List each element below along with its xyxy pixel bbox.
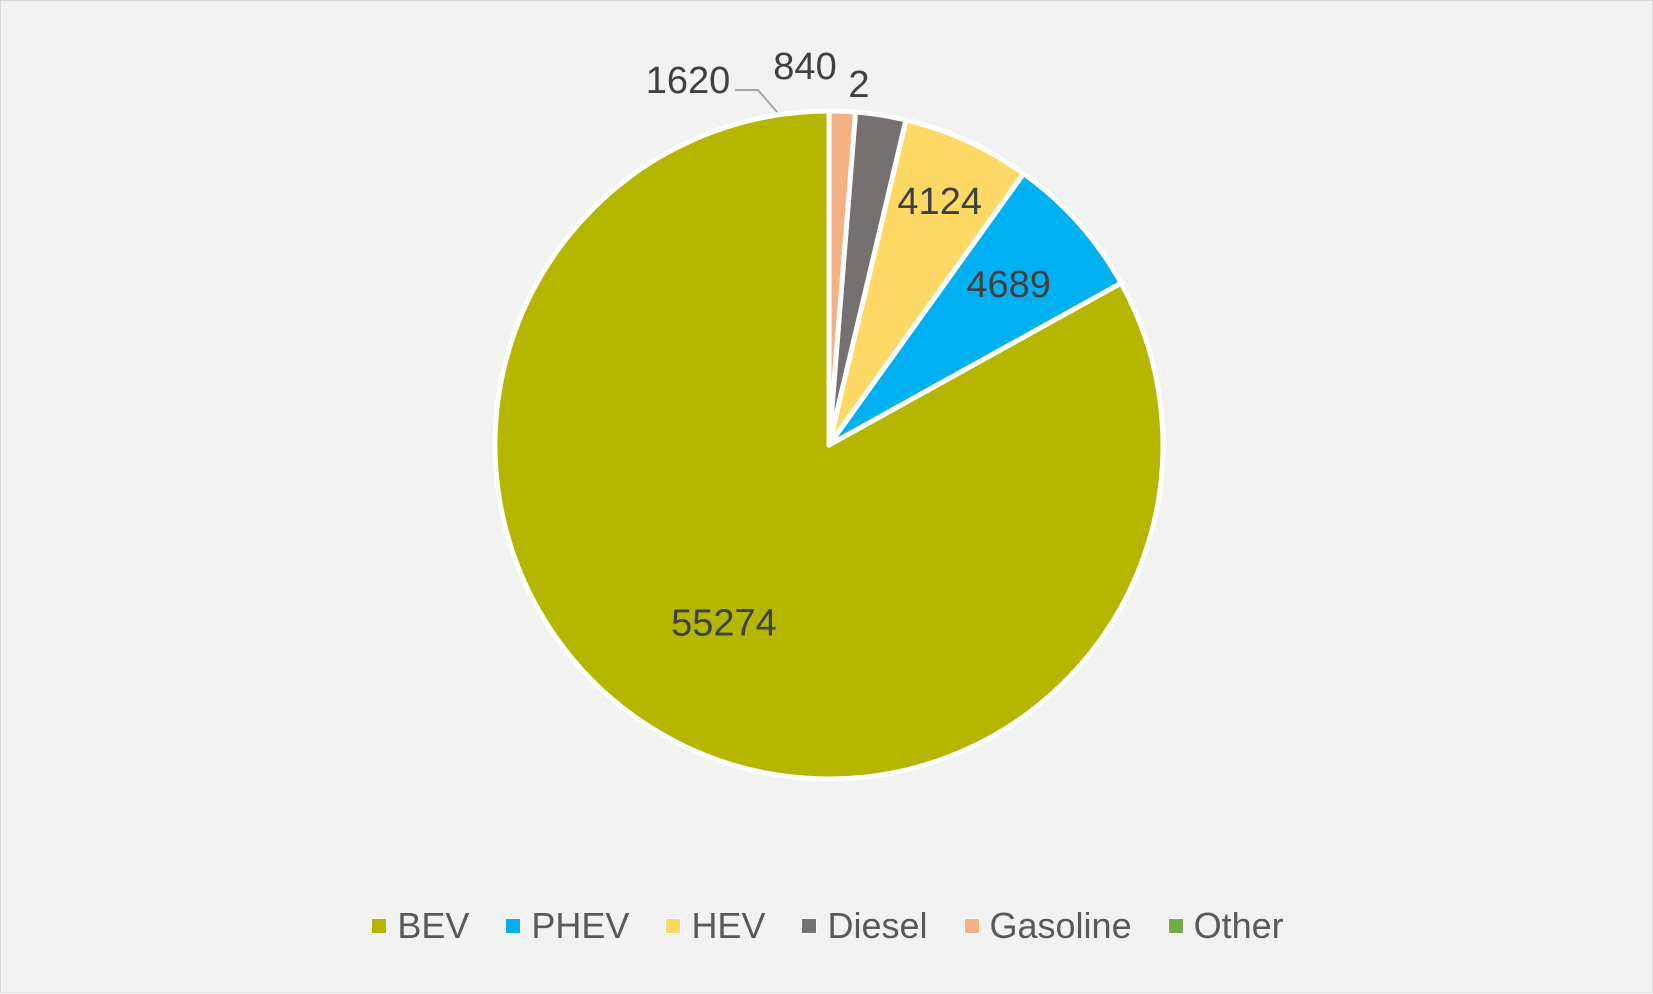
legend-item-hev: HEV (665, 905, 765, 947)
legend-label-phev: PHEV (531, 905, 629, 947)
data-label-phev: 4689 (966, 264, 1051, 306)
data-label-hev: 4124 (897, 181, 982, 223)
legend-swatch-other (1168, 918, 1184, 934)
legend-item-gasoline: Gasoline (964, 905, 1132, 947)
data-label-diesel: 1620 (646, 60, 731, 102)
legend-label-gasoline: Gasoline (990, 905, 1132, 947)
legend: BEV PHEV HEV Diesel Gasoline Other (1, 901, 1653, 951)
legend-item-other: Other (1168, 905, 1284, 947)
data-label-other: 2 (848, 64, 869, 106)
legend-swatch-bev (371, 918, 387, 934)
legend-swatch-diesel (801, 918, 817, 934)
legend-item-bev: BEV (371, 905, 469, 947)
legend-swatch-hev (665, 918, 681, 934)
legend-label-other: Other (1194, 905, 1284, 947)
legend-swatch-gasoline (964, 918, 980, 934)
data-label-gasoline: 840 (773, 46, 836, 88)
pie-slices (495, 111, 1163, 779)
legend-item-phev: PHEV (505, 905, 629, 947)
leader-lines (735, 90, 777, 112)
legend-label-diesel: Diesel (827, 905, 927, 947)
leader-line-diesel (735, 90, 777, 112)
legend-item-diesel: Diesel (801, 905, 927, 947)
legend-label-bev: BEV (397, 905, 469, 947)
legend-swatch-phev (505, 918, 521, 934)
legend-label-hev: HEV (691, 905, 765, 947)
data-label-bev: 55274 (671, 602, 777, 644)
